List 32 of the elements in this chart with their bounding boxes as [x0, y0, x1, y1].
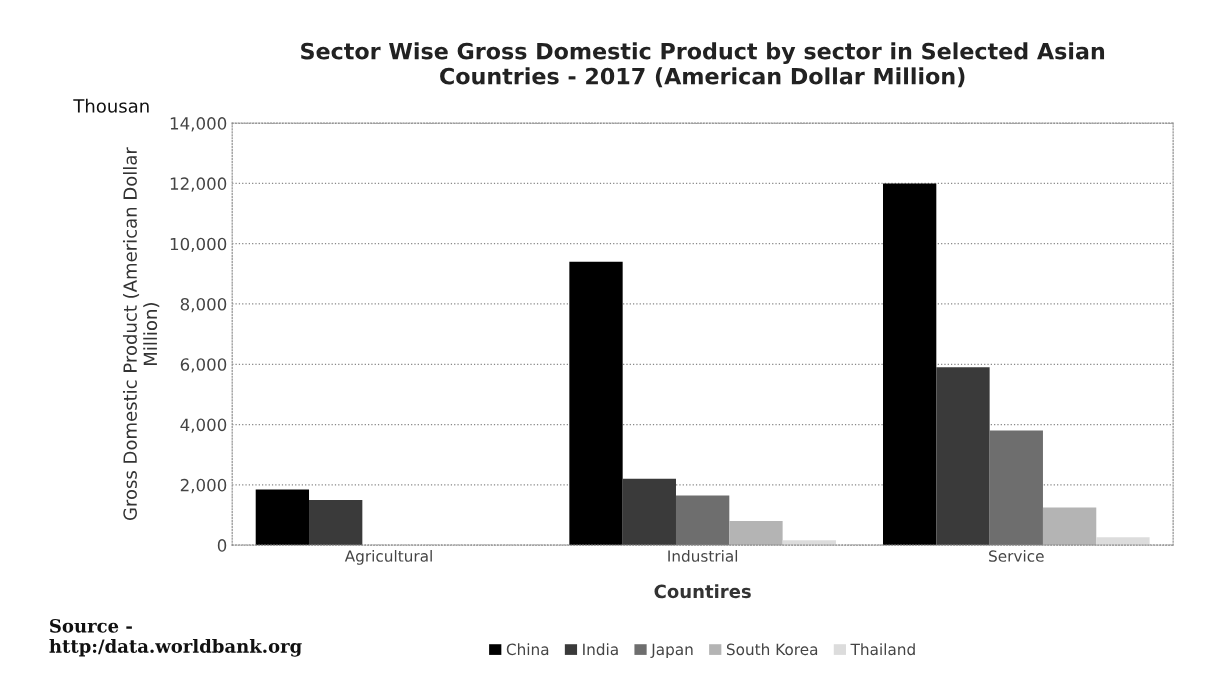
text: Thousan [73, 98, 149, 113]
chart-title: Sector Wise Gross Domestic Product by sector in Selected Asian Countries - 2017 (American Dollar Million) [301, 42, 1105, 88]
legend-label: Thailand [850, 643, 915, 656]
bar [883, 183, 937, 546]
bar [675, 495, 730, 546]
y-tick-label: 14,000 [170, 117, 227, 132]
x-tick-label: Agricultural [344, 550, 432, 565]
bar [309, 499, 363, 546]
bar [989, 430, 1043, 546]
bar [1042, 507, 1097, 546]
legend-label: India [583, 643, 618, 656]
source-note: Source - http:/data.worldbank.org [49, 619, 302, 657]
y-tick-label: 0 [217, 539, 227, 552]
bar [936, 367, 990, 546]
bar [255, 489, 310, 546]
legend-label: Japan [650, 643, 693, 659]
y-tick-label: 2,000 [180, 478, 227, 494]
y-tick-label: 12,000 [170, 177, 227, 192]
legend-label: South Korea [726, 643, 818, 656]
y-tick-label: 8,000 [180, 297, 227, 313]
x-tick-label: Industrial [668, 550, 738, 562]
y-axis-title: Gross Domestic Product (American Dollar Million) [122, 147, 160, 521]
bar [569, 261, 623, 546]
x-tick-label: Service [989, 550, 1044, 562]
bar [1096, 537, 1150, 546]
bar [622, 478, 676, 546]
legend-label: China [506, 643, 549, 656]
y-tick-label: 4,000 [180, 418, 227, 433]
y-tick-label: 10,000 [170, 237, 227, 252]
y-tick-label: 6,000 [180, 358, 227, 373]
bar [729, 521, 783, 546]
x-axis-title: Countires [654, 584, 751, 599]
